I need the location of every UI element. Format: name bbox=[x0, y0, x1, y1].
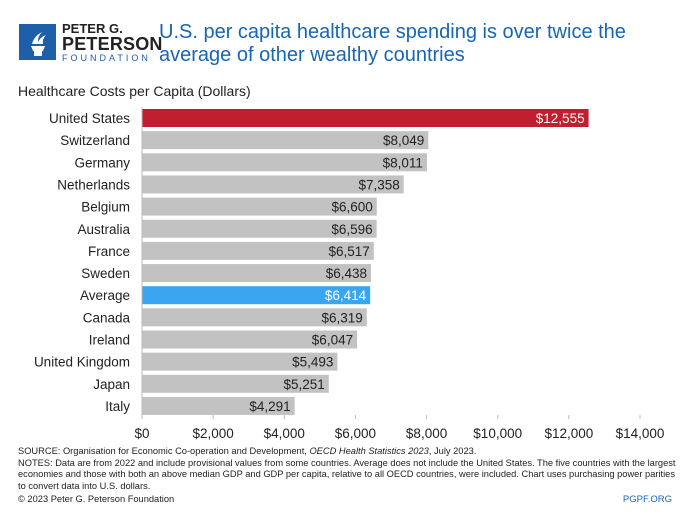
bar bbox=[142, 109, 589, 127]
chart-subtitle: Healthcare Costs per Capita (Dollars) bbox=[18, 83, 251, 99]
chart-title: U.S. per capita healthcare spending is o… bbox=[159, 21, 626, 66]
bar bbox=[142, 264, 372, 283]
source-title: OECD Health Statistics 2023 bbox=[309, 446, 429, 456]
data-label: $6,600 bbox=[331, 200, 372, 215]
logo-line1: PETER G. bbox=[62, 21, 123, 36]
category-label: France bbox=[88, 244, 130, 259]
category-label: Netherlands bbox=[57, 177, 130, 192]
x-tick-label: $14,000 bbox=[616, 426, 665, 441]
source-text: SOURCE: Organisation for Economic Co-ope… bbox=[18, 446, 476, 456]
data-label: $7,358 bbox=[358, 177, 399, 192]
copyright: © 2023 Peter G. Peterson Foundation bbox=[18, 494, 175, 504]
data-label: $8,049 bbox=[383, 133, 424, 148]
source-prefix: SOURCE: Organisation for Economic Co-ope… bbox=[18, 446, 310, 456]
data-label: $5,493 bbox=[292, 355, 333, 370]
x-tick-label: $10,000 bbox=[473, 426, 522, 441]
bar bbox=[142, 308, 367, 327]
x-tick-label: $12,000 bbox=[544, 426, 593, 441]
data-label: $6,596 bbox=[331, 222, 372, 237]
category-label: Canada bbox=[83, 310, 131, 325]
torch-logo-icon bbox=[19, 24, 56, 60]
x-tick-label: $8,000 bbox=[406, 426, 447, 441]
data-label: $6,414 bbox=[325, 288, 367, 303]
data-label: $6,047 bbox=[312, 333, 353, 348]
bar bbox=[142, 286, 371, 305]
bar bbox=[142, 241, 374, 260]
category-label: Italy bbox=[105, 399, 130, 414]
category-label: Switzerland bbox=[60, 133, 130, 148]
category-label: Japan bbox=[93, 377, 130, 392]
data-label: $5,251 bbox=[283, 377, 324, 392]
data-label: $6,438 bbox=[326, 266, 367, 281]
site-link[interactable]: PGPF.ORG bbox=[622, 494, 672, 505]
x-tick-label: $2,000 bbox=[192, 426, 233, 441]
data-label: $8,011 bbox=[383, 155, 423, 170]
category-label: Australia bbox=[77, 222, 130, 237]
category-label: Ireland bbox=[89, 333, 130, 348]
logo-wordmark: PETER G. PETERSON FOUNDATION bbox=[62, 22, 163, 63]
bar bbox=[142, 352, 338, 371]
x-tick-label: $0 bbox=[134, 426, 149, 441]
bar bbox=[142, 153, 427, 172]
footnotes: SOURCE: Organisation for Economic Co-ope… bbox=[18, 446, 678, 492]
bar bbox=[142, 374, 329, 393]
logo-line2: PETERSON bbox=[62, 34, 163, 54]
category-label: Germany bbox=[74, 155, 130, 170]
data-label: $6,319 bbox=[321, 310, 362, 325]
bar bbox=[142, 175, 404, 194]
bar bbox=[142, 330, 358, 349]
bar bbox=[142, 197, 377, 216]
category-label: Sweden bbox=[81, 266, 130, 281]
bar bbox=[142, 131, 429, 150]
category-label: United Kingdom bbox=[34, 355, 130, 370]
category-label: United States bbox=[49, 111, 130, 126]
x-tick-label: $4,000 bbox=[264, 426, 305, 441]
x-tick-label: $6,000 bbox=[335, 426, 376, 441]
data-label: $4,291 bbox=[249, 399, 290, 414]
source-suffix: , July 2023. bbox=[428, 446, 477, 456]
bar bbox=[142, 219, 377, 238]
data-label: $6,517 bbox=[329, 244, 370, 259]
bar-chart: United States $12,555 Switzerland $8,049 Ger… bbox=[34, 107, 665, 441]
logo-line3: FOUNDATION bbox=[62, 53, 151, 63]
notes-text: NOTES: Data are from 2022 and include pr… bbox=[18, 457, 676, 491]
category-label: Belgium bbox=[81, 200, 130, 215]
category-label: Average bbox=[80, 288, 130, 303]
bar bbox=[142, 396, 295, 415]
data-label: $12,555 bbox=[536, 111, 585, 126]
